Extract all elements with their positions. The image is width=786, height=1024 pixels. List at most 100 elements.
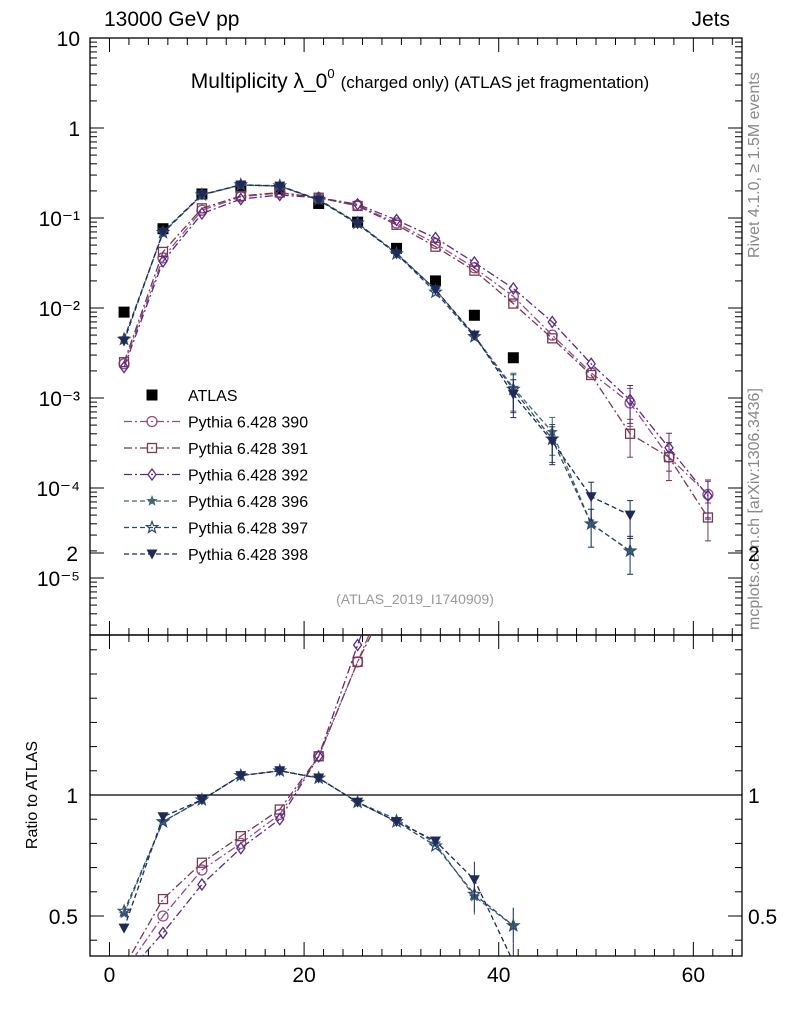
analysis-watermark: (ATLAS_2019_I1740909) [336, 591, 494, 607]
ratio-point [429, 836, 441, 847]
ratio-point [431, 414, 439, 425]
legend-marker [146, 442, 158, 454]
ratio-point [274, 766, 286, 777]
data-point [274, 188, 285, 202]
ratio-point [196, 864, 208, 876]
chart-title: Multiplicity λ_00 (charged only) (ATLAS j… [191, 66, 649, 93]
ratio-point [157, 893, 169, 905]
ratio-point [155, 813, 171, 828]
data-point [118, 336, 130, 347]
ratio-point [505, 917, 521, 932]
ratio-point [235, 830, 246, 842]
data-point [583, 516, 599, 531]
ratio-point [236, 841, 246, 855]
ratio-point [352, 797, 364, 808]
ratio-point [468, 875, 480, 886]
data-point [235, 190, 246, 202]
data-point [352, 219, 364, 230]
data-point [157, 227, 169, 238]
chart-title-sup: 0 [327, 66, 334, 81]
data-point [430, 231, 441, 245]
data-point [236, 192, 246, 206]
legend-label: Pythia 6.428 397 [188, 521, 308, 538]
ratio-point [120, 962, 129, 971]
data-point [585, 492, 597, 503]
data-point [586, 357, 596, 371]
ratio-y-tick-label-right: 0.5 [748, 906, 777, 929]
data-point [507, 290, 519, 302]
series-line-2 [123, 191, 709, 518]
data-point [624, 510, 636, 521]
main-series-group [116, 177, 714, 575]
ratio-line-4 [123, 770, 514, 927]
legend-label: Pythia 6.428 392 [188, 468, 308, 485]
data-point [429, 285, 441, 296]
main-plot-frame [89, 37, 743, 636]
data-point [547, 315, 558, 329]
data-point [274, 181, 286, 192]
chart-title-suffix: (charged only) (ATLAS jet fragmentation) [341, 73, 650, 92]
legend-label: Pythia 6.428 390 [188, 415, 308, 432]
legend-marker [147, 467, 157, 482]
ratio-point [430, 415, 440, 425]
ratio-point [197, 877, 207, 892]
y-tick-label: 10⁻³ [39, 388, 80, 411]
data-point [119, 360, 129, 374]
data-point [197, 206, 207, 221]
ratio-y-axis-label: Ratio to ATLAS [24, 741, 41, 849]
legend-marker [146, 389, 158, 401]
ratio-point [196, 795, 208, 806]
data-point [391, 213, 402, 227]
ratio-point [393, 535, 401, 546]
x-tick-label: 0 [104, 964, 116, 987]
legend-marker [144, 519, 160, 534]
ratio-line-1 [129, 635, 372, 956]
data-point [507, 352, 519, 364]
data-point [429, 275, 441, 287]
x-tick-label: 20 [292, 964, 315, 987]
ratio-line-5 [123, 770, 512, 956]
ratio-point [392, 580, 401, 589]
ratio-point [431, 486, 440, 495]
data-point [468, 309, 480, 321]
legend-label: ATLAS [188, 388, 238, 405]
data-point [196, 190, 208, 201]
ratio-point [235, 771, 247, 782]
data-point [622, 543, 638, 558]
data-point [430, 241, 441, 252]
data-point [118, 306, 130, 318]
ratio-point [235, 837, 247, 850]
chart-title-main: Multiplicity λ_0 [191, 70, 328, 93]
ratio-point [313, 773, 325, 784]
ratio-point [119, 967, 129, 977]
ratio-point [352, 656, 363, 668]
y-tick-label: 10⁻¹ [39, 208, 80, 231]
data-point [235, 180, 247, 191]
data-point [703, 489, 713, 503]
data-point [468, 330, 480, 341]
ratio-point [120, 971, 128, 982]
data-point [664, 441, 674, 455]
ratio-y-tick-label: 2 [66, 543, 78, 566]
data-point [508, 281, 519, 296]
data-point [625, 393, 635, 407]
ratio-point [158, 926, 168, 940]
legend-label: Pythia 6.428 398 [188, 547, 308, 564]
ratio-point [352, 638, 363, 652]
series-line-1 [123, 192, 709, 495]
ratio-y-tick-label-right: 2 [748, 543, 760, 566]
ratio-y-tick-label: 1 [66, 785, 78, 808]
legend-marker [146, 415, 158, 428]
ratio-point [313, 749, 324, 763]
y-tick-label: 10⁻² [39, 298, 80, 321]
data-point [313, 195, 325, 206]
header-process-label: 13000 GeV pp [104, 8, 240, 31]
data-point [158, 254, 168, 268]
legend-label: Pythia 6.428 391 [188, 441, 308, 458]
data-point [508, 298, 519, 309]
data-point [546, 436, 558, 447]
data-point [391, 249, 403, 260]
series-line-6 [123, 184, 631, 516]
ratio-point [157, 812, 169, 823]
